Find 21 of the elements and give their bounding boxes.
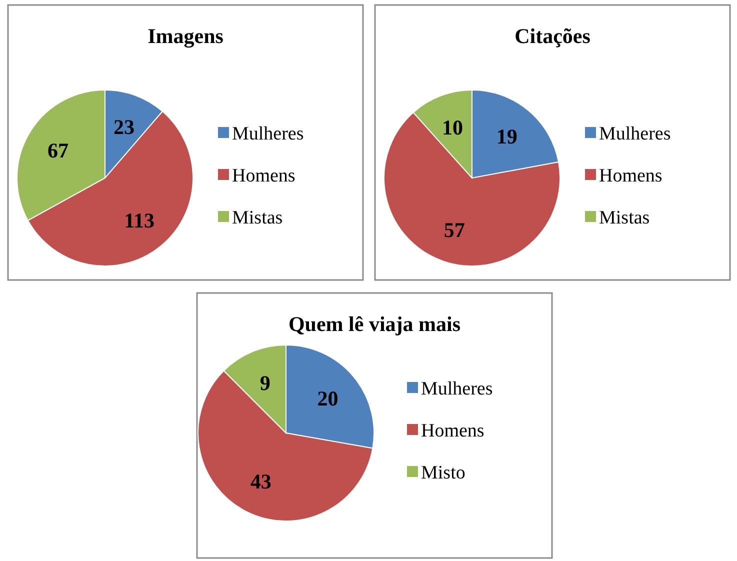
chart-title: Quem lê viaja mais <box>288 312 461 336</box>
legend-label: Mulheres <box>421 378 493 400</box>
data-label: 23 <box>114 115 135 140</box>
chart-title: Citações <box>514 24 590 48</box>
legend-label: Mulheres <box>232 124 304 145</box>
data-label: 113 <box>124 208 155 233</box>
legend-label: Mistas <box>232 208 283 229</box>
data-label: 19 <box>496 124 518 148</box>
data-label: 67 <box>48 138 69 163</box>
data-label: 9 <box>260 370 270 395</box>
data-label: 10 <box>442 115 464 140</box>
data-label: 20 <box>317 386 338 410</box>
legend-label: Homens <box>232 166 296 187</box>
legend-label: Homens <box>421 420 484 442</box>
chart-title: Imagens <box>148 24 224 48</box>
legend-label: Mistas <box>599 208 650 229</box>
legend-label: Homens <box>599 166 662 187</box>
data-label: 57 <box>444 218 465 242</box>
legend-label: Misto <box>421 462 466 484</box>
legend-label: Mulheres <box>599 124 671 145</box>
data-label: 43 <box>250 470 272 494</box>
